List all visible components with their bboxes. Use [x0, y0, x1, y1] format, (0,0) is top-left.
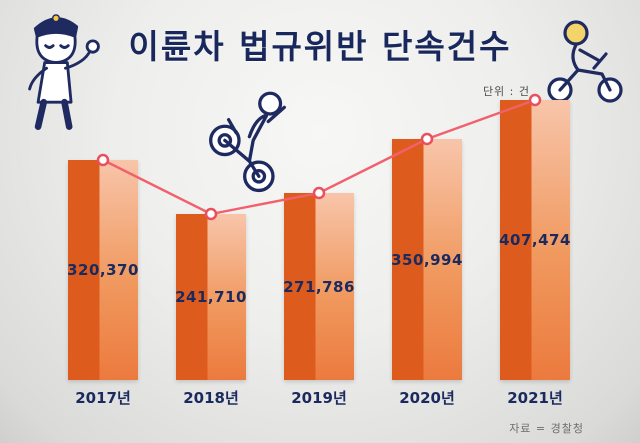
- unit-label: 단위 : 건: [482, 85, 530, 98]
- bar-value-label: 320,370: [67, 261, 139, 279]
- bar-value-label: 241,710: [175, 288, 247, 306]
- x-axis-label-2019: 2019년: [291, 389, 347, 407]
- wheelie-rider-illustration: [209, 91, 286, 193]
- police-officer-illustration: [28, 14, 100, 130]
- bar-2021: 407,474: [499, 100, 571, 380]
- x-axis-label-2017: 2017년: [75, 389, 131, 407]
- bar-2017: 320,370: [67, 160, 139, 380]
- bar-value-label: 271,786: [283, 277, 355, 296]
- bar-value-label: 350,994: [391, 250, 463, 269]
- bar-value-label: 407,474: [499, 231, 571, 249]
- x-axis-label-2020: 2020년: [399, 389, 455, 407]
- motorcycle-rider-illustration: [547, 20, 623, 103]
- bar-2020: 350,994: [391, 139, 463, 380]
- chart-title: 이륜차 법규위반 단속건수: [128, 27, 512, 66]
- bar-2018: 241,710: [175, 214, 247, 380]
- bar-2019: 271,786: [283, 193, 355, 380]
- x-axis-label-2021: 2021년: [507, 389, 563, 407]
- source-label: 자료 = 경찰청: [509, 422, 584, 435]
- x-axis-label-2018: 2018년: [183, 389, 239, 407]
